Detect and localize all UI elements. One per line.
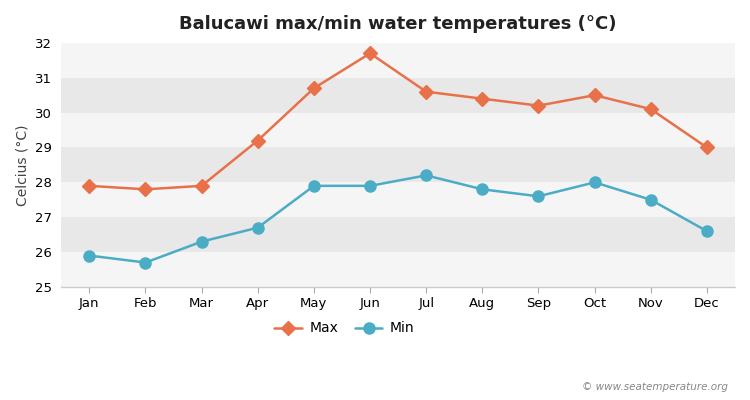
Min <box>310 184 319 188</box>
Bar <box>62 43 735 78</box>
Min <box>254 225 262 230</box>
Max <box>646 107 656 112</box>
Max <box>197 184 206 188</box>
Min <box>141 260 150 265</box>
Max <box>254 138 262 143</box>
Legend: Max, Min: Max, Min <box>269 316 419 341</box>
Max <box>422 89 430 94</box>
Bar <box>62 78 735 113</box>
Min <box>85 253 94 258</box>
Line: Min: Min <box>84 170 712 268</box>
Min <box>703 229 712 234</box>
Min <box>534 194 543 199</box>
Min <box>646 197 656 202</box>
Min <box>365 184 374 188</box>
Max <box>141 187 150 192</box>
Max <box>85 184 94 188</box>
Y-axis label: Celcius (°C): Celcius (°C) <box>15 124 29 206</box>
Title: Balucawi max/min water temperatures (°C): Balucawi max/min water temperatures (°C) <box>179 15 617 33</box>
Max <box>365 51 374 56</box>
Max <box>310 86 319 91</box>
Line: Max: Max <box>85 48 712 194</box>
Bar <box>62 217 735 252</box>
Text: © www.seatemperature.org: © www.seatemperature.org <box>581 382 728 392</box>
Max <box>478 96 487 101</box>
Max <box>534 103 543 108</box>
Bar <box>62 182 735 217</box>
Bar <box>62 113 735 148</box>
Max <box>590 93 599 98</box>
Bar <box>62 252 735 287</box>
Min <box>478 187 487 192</box>
Min <box>197 239 206 244</box>
Min <box>422 173 430 178</box>
Max <box>703 145 712 150</box>
Min <box>590 180 599 185</box>
Bar <box>62 148 735 182</box>
